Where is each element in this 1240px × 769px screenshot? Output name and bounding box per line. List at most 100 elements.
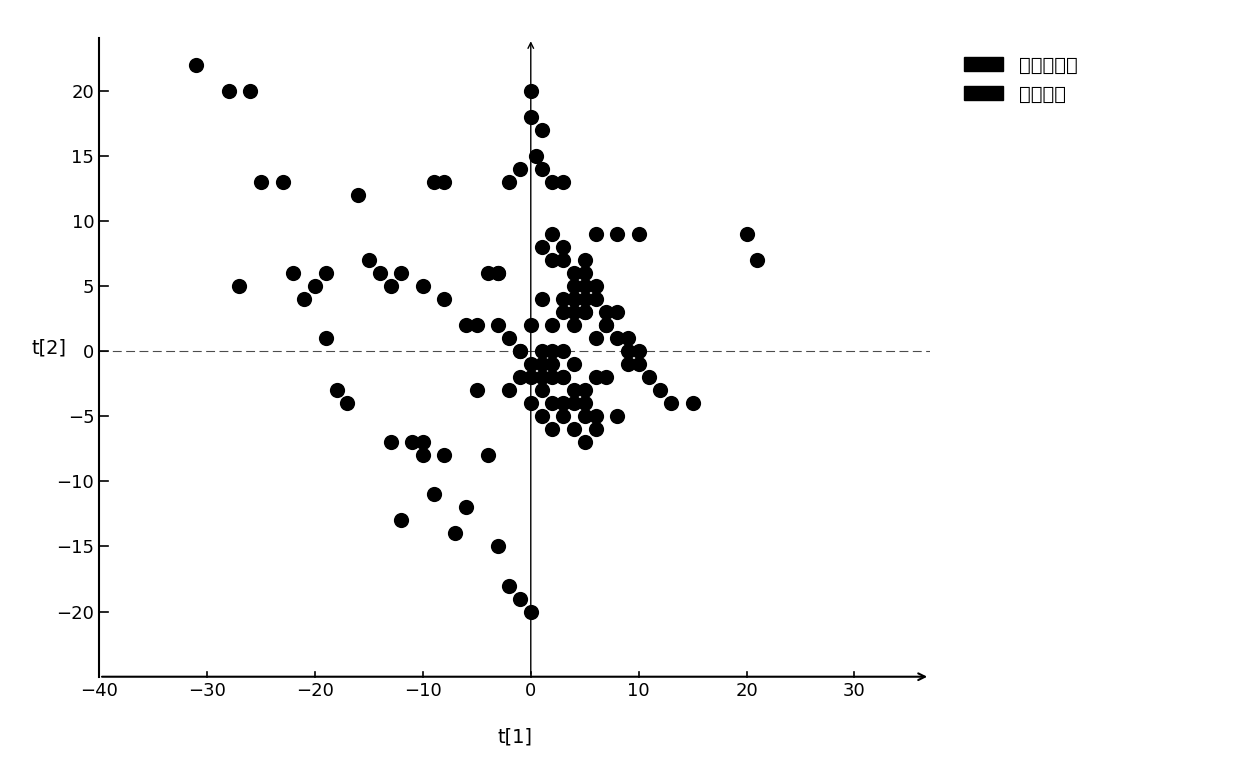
Point (564, 280, 584, 292)
Point (521, 605, 541, 618)
Point (553, 293, 573, 305)
Point (575, 410, 595, 422)
Point (596, 319, 616, 331)
Point (564, 423, 584, 435)
Point (575, 436, 595, 448)
Point (532, 410, 552, 422)
Point (424, 175, 444, 188)
Point (585, 423, 605, 435)
Point (510, 345, 529, 358)
Point (456, 319, 476, 331)
Point (608, 306, 627, 318)
Point (737, 228, 756, 240)
Point (381, 280, 401, 292)
Point (532, 345, 552, 358)
Point (456, 501, 476, 514)
Point (500, 579, 520, 591)
Point (564, 293, 584, 305)
Point (316, 332, 336, 345)
Point (596, 319, 616, 331)
Point (553, 371, 573, 383)
Point (434, 449, 454, 461)
Point (489, 319, 508, 331)
Point (575, 254, 595, 266)
Point (241, 85, 260, 97)
Point (532, 162, 552, 175)
Point (348, 188, 368, 201)
Point (532, 241, 552, 253)
Point (467, 384, 487, 396)
Point (542, 228, 562, 240)
Point (273, 175, 293, 188)
Point (661, 397, 681, 409)
Point (575, 306, 595, 318)
Legend: 髓母细胞瘾, 健康对照: 髓母细胞瘾, 健康对照 (956, 48, 1085, 112)
Point (608, 332, 627, 345)
Point (218, 85, 238, 97)
Point (532, 358, 552, 370)
Point (370, 267, 389, 279)
Point (424, 488, 444, 501)
Point (683, 397, 703, 409)
Point (564, 293, 584, 305)
Point (553, 175, 573, 188)
Point (564, 267, 584, 279)
Point (326, 384, 346, 396)
Point (618, 332, 637, 345)
Point (500, 175, 520, 188)
Point (564, 358, 584, 370)
Point (585, 228, 605, 240)
Point (413, 449, 433, 461)
Point (542, 254, 562, 266)
Point (445, 528, 465, 540)
Point (629, 228, 649, 240)
Point (510, 345, 529, 358)
Point (618, 345, 637, 358)
Point (381, 436, 401, 448)
Point (596, 306, 616, 318)
Point (553, 345, 573, 358)
Point (542, 371, 562, 383)
Point (748, 254, 768, 266)
Point (608, 410, 627, 422)
Point (542, 345, 562, 358)
Point (542, 319, 562, 331)
Point (585, 410, 605, 422)
Y-axis label: t[2]: t[2] (32, 338, 67, 358)
Point (500, 332, 520, 345)
Point (542, 175, 562, 188)
Point (629, 358, 649, 370)
Point (542, 397, 562, 409)
Point (521, 111, 541, 123)
Point (434, 175, 454, 188)
Point (392, 267, 412, 279)
Point (500, 384, 520, 396)
Point (575, 384, 595, 396)
Point (413, 280, 433, 292)
Point (510, 592, 529, 604)
Point (618, 358, 637, 370)
Point (542, 358, 562, 370)
Point (532, 293, 552, 305)
Point (521, 319, 541, 331)
Point (477, 267, 497, 279)
Point (553, 410, 573, 422)
Point (521, 358, 541, 370)
Point (392, 514, 412, 527)
Point (360, 254, 379, 266)
Point (585, 332, 605, 345)
Point (532, 384, 552, 396)
Point (434, 293, 454, 305)
Point (564, 397, 584, 409)
Point (489, 541, 508, 553)
Point (553, 254, 573, 266)
Point (553, 397, 573, 409)
Point (467, 319, 487, 331)
Point (575, 267, 595, 279)
Point (596, 371, 616, 383)
Point (521, 85, 541, 97)
X-axis label: t[1]: t[1] (497, 727, 532, 747)
Point (521, 371, 541, 383)
Point (575, 397, 595, 409)
Point (608, 228, 627, 240)
